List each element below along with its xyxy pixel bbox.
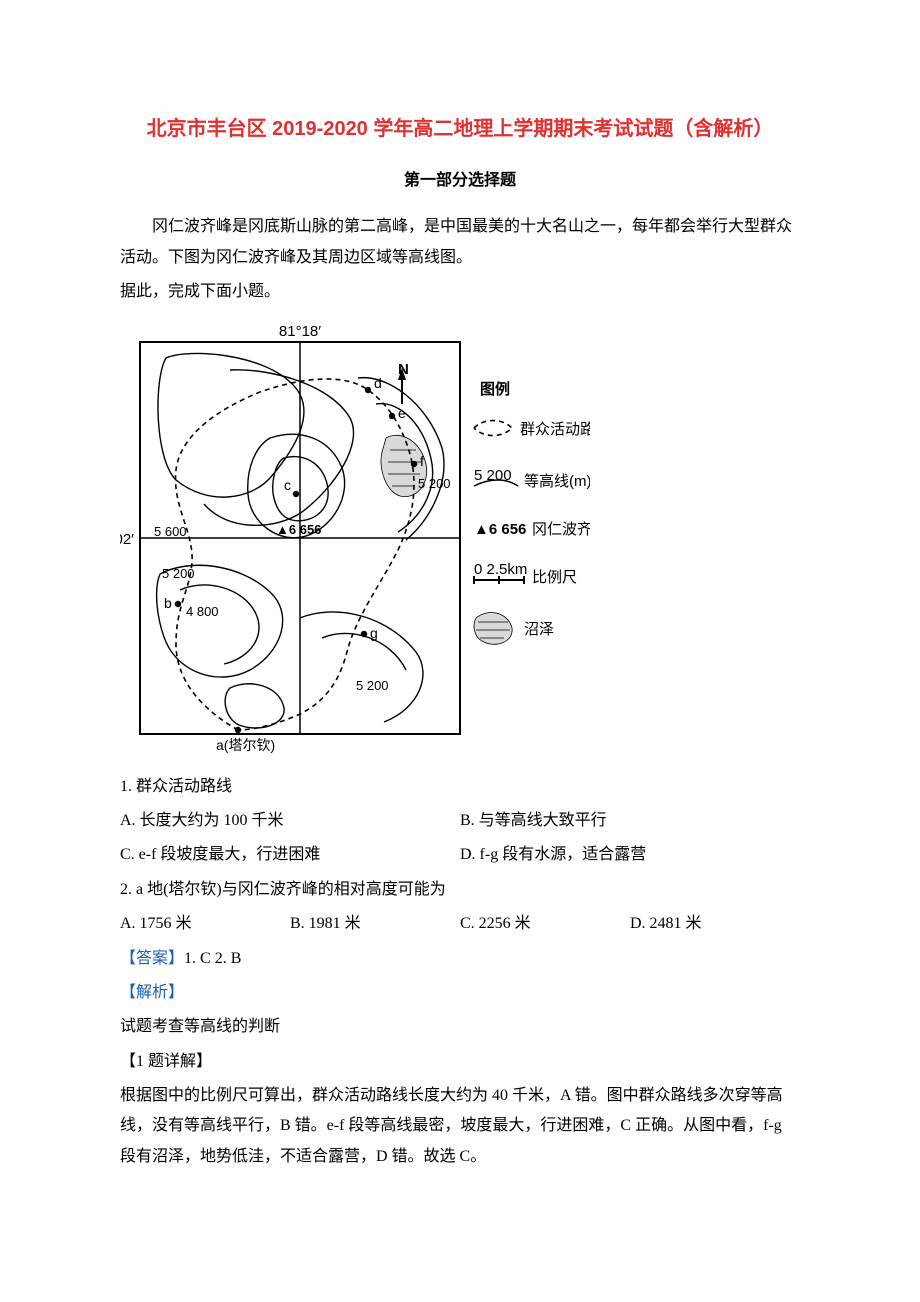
q1-options-row2: C. e-f 段坡度最大，行进困难 D. f-g 段有水源，适合露营 (120, 840, 800, 870)
svg-text:▲6 656: ▲6 656 (276, 522, 321, 537)
q1-options-row1: A. 长度大约为 100 千米 B. 与等高线大致平行 (120, 806, 800, 836)
intro-paragraph-2: 据此，完成下面小题。 (120, 277, 800, 307)
q2-option-d: D. 2481 米 (630, 909, 800, 939)
page-title: 北京市丰台区 2019-2020 学年高二地理上学期期末考试试题（含解析） (120, 110, 800, 148)
svg-text:g: g (370, 625, 378, 641)
svg-text:c: c (284, 477, 291, 493)
q2-options-row: A. 1756 米 B. 1981 米 C. 2256 米 D. 2481 米 (120, 909, 800, 939)
svg-text:▲6 656: ▲6 656 (474, 521, 526, 538)
svg-text:比例尺: 比例尺 (532, 569, 577, 586)
latitude-label: 31°02′ (120, 531, 134, 548)
svg-text:5 200: 5 200 (162, 566, 195, 581)
svg-text:5 600: 5 600 (154, 524, 187, 539)
intro-paragraph-1: 冈仁波齐峰是冈底斯山脉的第二高峰，是中国最美的十大名山之一，每年都会举行大型群众… (120, 212, 800, 273)
contour-map-figure: 81°18′ 31°02′ N d e (120, 318, 800, 758)
north-arrow-icon: N (398, 361, 409, 404)
q1-stem: 1. 群众活动路线 (120, 772, 800, 802)
map-legend: 图例 群众活动路线 5 200 等高线(m) ▲6 656 冈仁波齐 0 2.5… (474, 380, 590, 644)
q2-option-b: B. 1981 米 (290, 909, 460, 939)
answer-text: 1. C 2. B (184, 950, 241, 967)
q1-detail-label: 【1 题详解】 (120, 1047, 800, 1077)
svg-text:b: b (164, 595, 172, 611)
svg-text:冈仁波齐: 冈仁波齐 (532, 521, 590, 538)
svg-text:0 2.5km: 0 2.5km (474, 561, 527, 578)
svg-text:d: d (374, 375, 382, 391)
answer-line: 【答案】1. C 2. B (120, 944, 800, 974)
contour-map-svg: 81°18′ 31°02′ N d e (120, 318, 590, 758)
peak-label: ▲6 656 (276, 522, 321, 537)
longitude-label: 81°18′ (279, 323, 321, 340)
svg-text:5 200: 5 200 (356, 678, 389, 693)
exam-note: 试题考查等高线的判断 (120, 1012, 800, 1042)
svg-text:沼泽: 沼泽 (524, 621, 554, 638)
q2-stem: 2. a 地(塔尔钦)与冈仁波齐峰的相对高度可能为 (120, 875, 800, 905)
svg-text:f: f (420, 453, 424, 469)
q1-option-a: A. 长度大约为 100 千米 (120, 806, 460, 836)
analysis-label: 【解析】 (120, 978, 800, 1008)
svg-text:群众活动路线: 群众活动路线 (520, 421, 590, 438)
q2-option-c: C. 2256 米 (460, 909, 630, 939)
svg-text:等高线(m): 等高线(m) (524, 472, 590, 490)
q2-option-a: A. 1756 米 (120, 909, 290, 939)
answer-label: 【答案】 (120, 950, 184, 967)
svg-text:e: e (398, 405, 406, 421)
section-subtitle: 第一部分选择题 (120, 166, 800, 196)
q1-option-b: B. 与等高线大致平行 (460, 806, 800, 836)
svg-text:图例: 图例 (480, 380, 510, 398)
q1-option-c: C. e-f 段坡度最大，行进困难 (120, 840, 460, 870)
svg-text:5 200: 5 200 (418, 476, 451, 491)
point-a-label: a(塔尔钦) (216, 737, 275, 753)
q1-detail-text: 根据图中的比例尺可算出，群众活动路线长度大约为 40 千米，A 错。图中群众路线… (120, 1081, 800, 1172)
q1-option-d: D. f-g 段有水源，适合露营 (460, 840, 800, 870)
svg-text:4 800: 4 800 (186, 604, 219, 619)
